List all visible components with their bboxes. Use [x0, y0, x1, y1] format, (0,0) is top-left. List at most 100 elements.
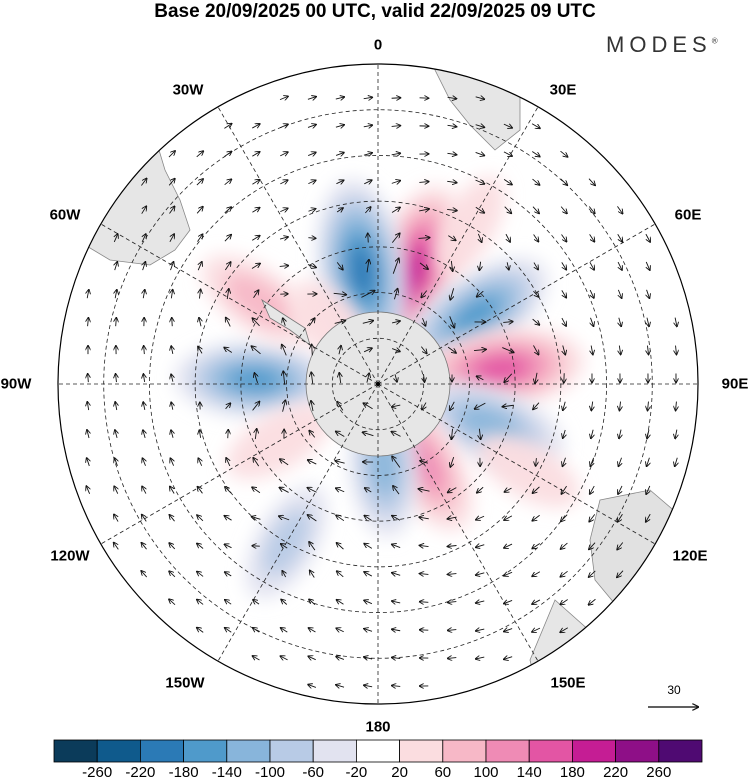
wind-vector	[392, 405, 401, 407]
wind-vector	[282, 345, 287, 356]
wind-vector	[675, 429, 677, 439]
wind-vector	[115, 262, 118, 271]
wind-vector	[367, 373, 369, 383]
wind-vector	[279, 124, 288, 128]
colorbar-tick-label: 140	[516, 764, 542, 781]
wind-vector	[169, 515, 175, 522]
wind-vector	[451, 428, 452, 439]
wind-vector	[590, 485, 595, 494]
wind-vector	[283, 371, 284, 385]
wind-vector	[560, 570, 568, 576]
wind-vector	[143, 290, 144, 299]
wind-vector	[589, 542, 596, 550]
wind-vector	[309, 599, 316, 605]
wind-vector	[336, 262, 343, 269]
wind-vector	[505, 488, 512, 492]
wind-vector	[476, 657, 485, 659]
wind-vector	[504, 515, 513, 520]
wind-vector	[364, 516, 372, 521]
wind-reference-label: 30	[667, 683, 681, 697]
wind-vector	[336, 685, 345, 687]
wind-vector	[308, 152, 316, 155]
wind-vector	[618, 485, 623, 494]
wind-vector	[364, 180, 371, 184]
wind-vector	[589, 514, 596, 521]
wind-vector	[447, 97, 457, 98]
wind-vector	[364, 544, 373, 549]
wind-vector	[617, 542, 624, 549]
colorbar-tick-label: -60	[302, 764, 325, 781]
wind-vector	[588, 178, 595, 186]
wind-vector	[114, 543, 119, 550]
wind-vector	[536, 458, 537, 466]
wind-vector	[226, 458, 230, 467]
wind-vector	[618, 261, 622, 270]
wind-vector	[561, 262, 566, 269]
wind-vector	[225, 544, 232, 547]
wind-vector	[479, 261, 480, 271]
meridian-line	[377, 383, 656, 545]
wind-vector	[647, 429, 649, 439]
colorbar-tick-label: -20	[345, 764, 368, 781]
wind-vector	[535, 372, 537, 383]
wind-vector	[532, 318, 540, 325]
south-pole-marker	[376, 382, 380, 386]
wind-vector	[504, 629, 513, 632]
wind-vector	[307, 488, 317, 493]
wind-vector	[170, 487, 174, 494]
wind-vector	[142, 486, 146, 494]
wind-vector	[477, 290, 484, 297]
wind-vector	[504, 600, 513, 603]
wind-vector	[534, 262, 538, 270]
colorbar-swatch	[53, 739, 98, 763]
wind-vector	[198, 347, 202, 354]
wind-vector	[560, 150, 568, 157]
wind-vector	[391, 432, 401, 437]
meridian-line	[377, 223, 656, 385]
wind-vector	[589, 234, 595, 241]
wind-vector	[335, 125, 344, 127]
wind-vector	[337, 402, 344, 411]
wind-vector	[395, 374, 397, 382]
wind-vector	[143, 374, 144, 382]
wind-vector	[87, 430, 89, 439]
wind-vector	[252, 236, 259, 241]
meridian-line	[100, 383, 379, 545]
wind-vector	[143, 402, 145, 410]
wind-vector	[197, 628, 204, 633]
wind-vector	[477, 376, 484, 380]
wind-vector	[617, 206, 622, 213]
wind-vector	[589, 261, 594, 270]
wind-vector	[333, 293, 347, 294]
longitude-label: 150W	[165, 674, 205, 692]
wind-vector	[336, 431, 345, 437]
wind-vector	[448, 602, 457, 603]
wind-vector	[392, 258, 399, 274]
wind-vector	[589, 570, 596, 577]
wind-vector	[225, 600, 232, 604]
longitude-label: 180	[365, 718, 391, 736]
wind-vector	[336, 657, 345, 660]
wind-vector	[563, 401, 565, 411]
colorbar-swatch	[183, 739, 228, 763]
wind-vector	[142, 458, 145, 466]
wind-vector	[279, 516, 290, 521]
wind-vector	[448, 658, 457, 659]
wind-vector	[228, 430, 229, 439]
wind-vector	[196, 179, 203, 186]
colorbar-swatch	[226, 739, 271, 763]
wind-vector	[646, 513, 651, 522]
wind-vector	[619, 429, 621, 439]
wind-vector	[224, 124, 231, 129]
wind-vector	[308, 180, 315, 183]
wind-vector	[560, 178, 567, 185]
wind-vector	[420, 545, 429, 546]
wind-vector	[533, 234, 539, 241]
wind-vector	[335, 153, 344, 156]
wind-vector	[171, 374, 173, 382]
wind-vector	[171, 346, 173, 354]
colorbar-swatch	[485, 739, 530, 763]
wind-vector	[253, 458, 260, 467]
wind-vector	[279, 266, 289, 267]
